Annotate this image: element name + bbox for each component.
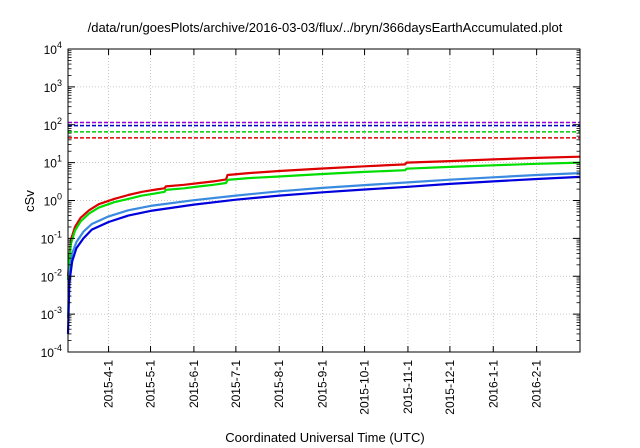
y-tick-base: 10 xyxy=(44,195,58,209)
threshold-lines xyxy=(68,121,580,139)
x-tick-label: 2015-12-1 xyxy=(443,360,457,415)
x-tick-label: 2015-7-1 xyxy=(229,360,243,408)
x-tick-label: 2015-8-1 xyxy=(272,360,286,408)
y-tick-label: 10-2 xyxy=(41,267,62,284)
series-line xyxy=(66,161,581,280)
y-tick-exponent: -1 xyxy=(54,229,62,239)
y-tick-exponent: 4 xyxy=(57,40,62,50)
y-tick-label: 10-3 xyxy=(41,305,62,322)
y-tick-base: 10 xyxy=(41,232,55,246)
y-tick-label: 101 xyxy=(44,154,62,171)
y-tick-label: 10-1 xyxy=(41,229,62,246)
y-tick-label: 104 xyxy=(44,40,62,57)
y-tick-label: 10-4 xyxy=(41,343,62,360)
y-tick-label: 100 xyxy=(44,192,62,209)
y-tick-base: 10 xyxy=(44,43,58,57)
x-tick-label: 2015-5-1 xyxy=(144,360,158,408)
x-axis-label: Coordinated Universal Time (UTC) xyxy=(225,430,424,445)
x-tick-label: 2016-2-1 xyxy=(530,360,544,408)
grid xyxy=(68,49,580,352)
y-tick-exponent: 1 xyxy=(57,154,62,164)
x-tick-label: 2015-6-1 xyxy=(187,360,201,408)
x-axis-ticks: 2015-4-1 2015-5-1 2015-6-1 2015-7-1 2015-8-1… xyxy=(102,49,544,415)
x-tick-label: 2015-9-1 xyxy=(316,360,330,408)
x-tick-label: 2015-11-1 xyxy=(401,360,415,414)
y-tick-exponent: -4 xyxy=(54,343,62,353)
series-line xyxy=(66,172,581,318)
y-tick-base: 10 xyxy=(41,308,55,322)
y-tick-base: 10 xyxy=(41,270,55,284)
series-lines xyxy=(66,155,581,334)
y-tick-exponent: 0 xyxy=(57,192,62,202)
y-tick-label: 103 xyxy=(44,78,62,95)
x-tick-label: 2016-1-1 xyxy=(486,360,500,408)
x-tick-label: 2015-10-1 xyxy=(358,360,372,415)
y-tick-exponent: 2 xyxy=(57,116,62,126)
y-tick-base: 10 xyxy=(44,81,58,95)
series-line xyxy=(66,175,581,334)
y-tick-base: 10 xyxy=(44,119,58,133)
y-tick-base: 10 xyxy=(44,157,58,171)
y-tick-exponent: 3 xyxy=(57,78,62,88)
y-tick-exponent: -3 xyxy=(54,305,62,315)
x-tick-label: 2015-4-1 xyxy=(102,360,116,408)
chart-title: /data/run/goesPlots/archive/2016-03-03/f… xyxy=(88,20,563,35)
series-line xyxy=(66,155,581,277)
y-tick-label: 102 xyxy=(44,116,62,133)
y-tick-base: 10 xyxy=(41,346,55,360)
y-axis-label: cSv xyxy=(22,190,37,212)
y-tick-exponent: -2 xyxy=(54,267,62,277)
